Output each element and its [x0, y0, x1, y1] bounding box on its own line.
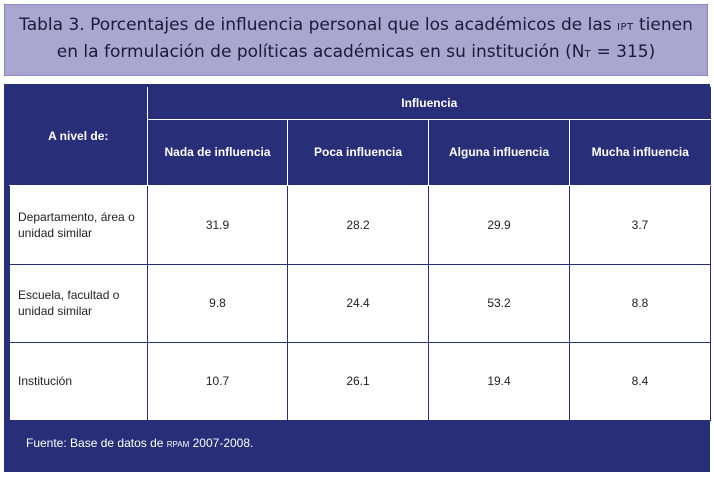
row-header: A nivel de: — [9, 87, 148, 186]
source-smallcaps: RPAM — [166, 440, 190, 449]
column-header: Poca influencia — [287, 118, 429, 186]
title-line1-smallcaps: IPT — [617, 22, 634, 33]
row-label-line: unidad similar — [18, 304, 93, 318]
row-label-line: Escuela, facultad o — [18, 288, 120, 302]
table-cell: 53.2 — [428, 263, 570, 343]
table-cell: 24.4 — [287, 263, 429, 343]
title-line1-part1: Tabla 3. Porcentajes de influencia perso… — [19, 15, 612, 35]
table-cell: 8.8 — [568, 263, 712, 343]
title-line-2: en la formulación de políticas académica… — [57, 40, 655, 67]
title-line2-part1: en la formulación de políticas académica… — [56, 42, 585, 62]
row-label-line: Departamento, área o — [18, 209, 135, 224]
group-header: Influencia — [146, 87, 711, 120]
row-label: Escuela, facultad o unidad similar — [9, 263, 148, 343]
table-cell: 28.2 — [287, 184, 429, 265]
table-row: Departamento, área o unidad similar 31.9… — [9, 184, 712, 265]
table-cell: 8.4 — [568, 341, 712, 421]
title-line2-subscript: T — [584, 49, 592, 60]
table-cell: 26.1 — [287, 341, 429, 421]
column-header: Mucha influencia — [568, 118, 711, 186]
table-cell: 19.4 — [428, 341, 570, 421]
table-cell: 31.9 — [147, 184, 288, 265]
column-header: Nada de influencia — [147, 118, 288, 186]
table-cell: 3.7 — [568, 184, 712, 265]
title-line2-part2: = 315) — [591, 42, 656, 62]
table-row: Escuela, facultad o unidad similar 9.8 2… — [9, 263, 712, 343]
data-table: A nivel de: Influencia Nada de influenci… — [9, 87, 712, 421]
table-title: Tabla 3. Porcentajes de influencia perso… — [4, 4, 708, 76]
table-row: Institución 10.7 26.1 19.4 8.4 — [9, 341, 712, 421]
row-label-line: unidad similar — [18, 225, 93, 240]
title-line1-part2: tienen — [639, 15, 693, 35]
row-label: Departamento, área o unidad similar — [9, 184, 148, 265]
source-note: Fuente: Base de datos de RPAM 2007-2008. — [26, 436, 253, 450]
table-cell: 9.8 — [147, 263, 288, 343]
source-suffix: 2007-2008. — [189, 436, 254, 450]
table-cell: 29.9 — [428, 184, 570, 265]
row-label-line: Institución — [18, 374, 73, 388]
row-label: Institución — [9, 341, 148, 421]
table-frame: A nivel de: Influencia Nada de influenci… — [4, 84, 712, 472]
table-cell: 10.7 — [147, 341, 288, 421]
title-line-1: Tabla 3. Porcentajes de influencia perso… — [19, 13, 693, 40]
source-prefix: Fuente: Base de datos de — [26, 436, 167, 450]
column-header: Alguna influencia — [428, 118, 570, 186]
